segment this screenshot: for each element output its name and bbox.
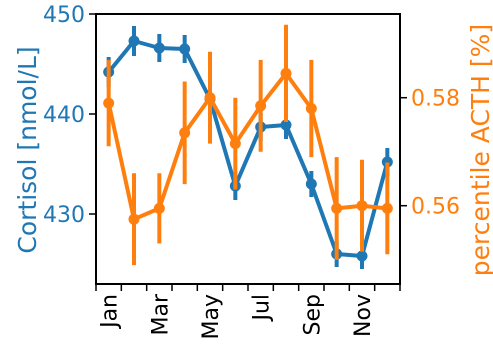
- data-point-right: [179, 127, 191, 139]
- x-tick-label: Jul: [250, 294, 275, 323]
- data-point-left: [381, 156, 393, 168]
- data-point-right: [280, 67, 292, 79]
- plot-frame: [95, 13, 401, 285]
- x-tick-label: Nov: [351, 294, 376, 337]
- data-point-left: [305, 178, 317, 190]
- x-tick-label: Mar: [148, 293, 173, 335]
- data-point-right: [305, 103, 317, 114]
- data-point-right: [204, 92, 216, 104]
- data-point-right: [331, 202, 343, 214]
- x-tick-label: Sep: [300, 294, 325, 335]
- data-point-right: [356, 200, 368, 212]
- left-y-tick-label: 440: [43, 103, 85, 128]
- data-point-right: [103, 97, 115, 109]
- x-tick-label: Jan: [98, 294, 123, 330]
- left-y-tick-label: 450: [43, 3, 85, 28]
- right-axis-label: percentile ACTH [%]: [466, 24, 493, 276]
- axes-layer: Jan Mar May Jul Sep Nov 430 440 450 0.56 0.58: [43, 3, 460, 339]
- data-point-right: [153, 202, 165, 214]
- right-y-tick-label: 0.58: [411, 87, 460, 112]
- data-point-right: [255, 100, 267, 112]
- left-y-tick-label: 430: [43, 203, 85, 228]
- series-line-right: [106, 71, 390, 222]
- data-point-left: [153, 42, 165, 54]
- series-line-left: [106, 39, 390, 258]
- x-tick-label: May: [199, 294, 224, 339]
- data-point-left: [356, 250, 368, 262]
- plot-layer: [103, 24, 393, 269]
- data-point-right: [381, 202, 393, 214]
- data-point-right: [229, 138, 241, 150]
- data-point-left: [128, 35, 140, 47]
- right-y-tick-label: 0.56: [411, 195, 460, 220]
- data-point-left: [179, 43, 191, 55]
- data-point-left: [280, 119, 292, 131]
- data-point-right: [128, 213, 140, 225]
- left-axis-label: Cortisol [nmol/L]: [13, 46, 42, 253]
